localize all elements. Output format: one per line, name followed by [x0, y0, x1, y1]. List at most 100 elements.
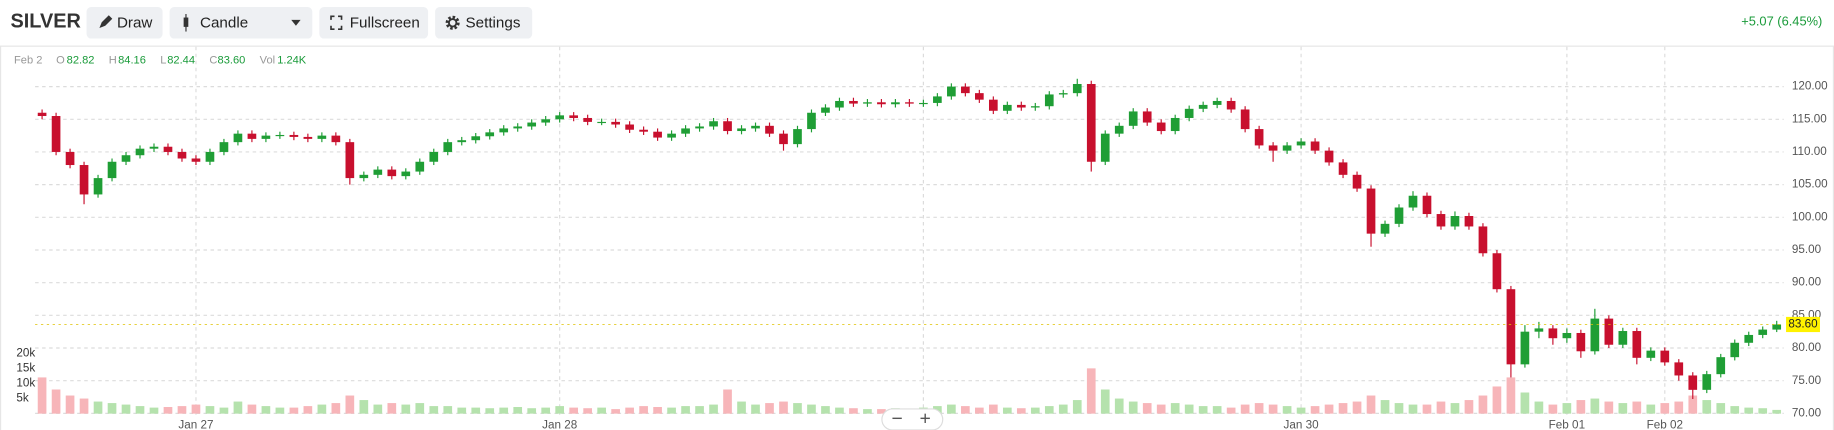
- last-price-badge: [1786, 316, 1820, 333]
- button-bg: [169, 7, 313, 39]
- volume-bar: [219, 407, 229, 414]
- volume-bar: [1296, 407, 1306, 414]
- candle-body: [583, 117, 592, 122]
- candle-body: [93, 178, 103, 195]
- volume-bar: [961, 406, 970, 414]
- draw-button[interactable]: Draw: [86, 7, 163, 39]
- volume-bar: [751, 404, 760, 414]
- volume-bar: [107, 403, 117, 414]
- candle-body: [1394, 207, 1404, 224]
- volume-bar: [1408, 404, 1418, 414]
- candle-body: [1562, 332, 1572, 339]
- volume-bar: [1758, 408, 1768, 414]
- candle-body: [667, 133, 676, 138]
- volume-bar: [1002, 407, 1012, 414]
- volume-bar: [988, 404, 998, 414]
- volume-bar: [1646, 404, 1656, 414]
- candle-body: [1100, 133, 1110, 162]
- candle-body: [1590, 318, 1600, 352]
- candle-body: [1548, 328, 1558, 339]
- candle-body: [345, 142, 355, 179]
- readout-label: O: [56, 55, 65, 67]
- volume-bar: [765, 403, 774, 414]
- fullscreen-button[interactable]: Fullscreen: [319, 7, 429, 39]
- candle-body: [1464, 216, 1474, 227]
- candle-body: [1268, 145, 1278, 151]
- volume-bar: [569, 407, 578, 414]
- zoom-control[interactable]: [881, 408, 944, 430]
- volume-bar: [1492, 386, 1502, 414]
- candle-body: [233, 133, 243, 143]
- candle-body: [1646, 350, 1656, 358]
- volume-bar: [1436, 401, 1446, 414]
- volume-bar: [653, 407, 662, 414]
- candle-body: [597, 121, 606, 124]
- y-tick-label: 100.00: [1792, 210, 1828, 223]
- volume-bar: [681, 406, 690, 414]
- candle-body: [415, 161, 425, 172]
- volume-bar: [1072, 400, 1082, 414]
- candle-body: [1086, 83, 1096, 162]
- volume-bar: [177, 406, 187, 414]
- candle-body: [1422, 195, 1432, 215]
- x-tick-label: Feb 01: [1549, 418, 1585, 430]
- volume-bar: [1142, 403, 1152, 414]
- candle-body: [709, 121, 718, 127]
- candle-body: [905, 102, 914, 104]
- volume-bar: [1422, 404, 1432, 414]
- volume-bar: [807, 404, 816, 414]
- volume-bar: [1562, 403, 1572, 414]
- button-label: Draw: [117, 14, 152, 31]
- candle-body: [1730, 342, 1740, 358]
- candle-body: [1618, 331, 1628, 345]
- candle-body: [65, 151, 75, 166]
- volume-bar: [1506, 377, 1516, 414]
- candle-body: [1212, 100, 1222, 105]
- candle-body: [401, 171, 411, 177]
- candle-body: [1128, 111, 1138, 126]
- volume-bar: [625, 407, 634, 414]
- volume-bar: [1030, 407, 1040, 414]
- candle-body: [765, 125, 774, 134]
- candle-body: [1198, 104, 1208, 109]
- candle-body: [1016, 104, 1026, 108]
- volume-bar: [345, 395, 355, 414]
- candle-body: [1534, 328, 1544, 332]
- volume-bar: [737, 401, 746, 414]
- candles: [37, 78, 1782, 399]
- candle-body: [1184, 108, 1194, 118]
- candle-body: [387, 169, 397, 177]
- candle-body: [1408, 195, 1418, 208]
- candle-body: [569, 115, 578, 118]
- volume-bar: [877, 409, 886, 414]
- volume-bar: [443, 406, 453, 414]
- volume-bar: [303, 406, 313, 414]
- readout-value: 83.60: [218, 55, 246, 67]
- y-tick-label: 90.00: [1792, 276, 1822, 289]
- volume-bar: [863, 409, 872, 414]
- grid: [35, 46, 1784, 416]
- volume-bar: [583, 408, 592, 414]
- candle-body: [849, 100, 858, 104]
- settings-button[interactable]: Settings: [435, 7, 533, 39]
- candle-body: [933, 96, 942, 103]
- readout-date: Feb 2: [14, 55, 42, 67]
- volume-bar: [1450, 403, 1460, 414]
- volume-bar: [1618, 403, 1628, 414]
- y-tick-label: 70.00: [1792, 406, 1822, 419]
- candle-body: [429, 151, 439, 162]
- candle-body: [275, 134, 285, 137]
- candle-icon: [183, 17, 189, 27]
- candle-body: [1702, 374, 1712, 390]
- volume-bar: [1058, 404, 1068, 414]
- chart-type-dropdown[interactable]: Candle: [169, 7, 313, 39]
- x-tick-label: Jan 28: [542, 418, 577, 430]
- gear-icon: [447, 18, 458, 28]
- volume-bar: [1730, 406, 1740, 414]
- candle-body: [1674, 362, 1684, 376]
- candle-body: [793, 129, 802, 145]
- volume-bar: [93, 401, 103, 414]
- volume-bar: [639, 406, 648, 414]
- candle-body: [611, 121, 620, 125]
